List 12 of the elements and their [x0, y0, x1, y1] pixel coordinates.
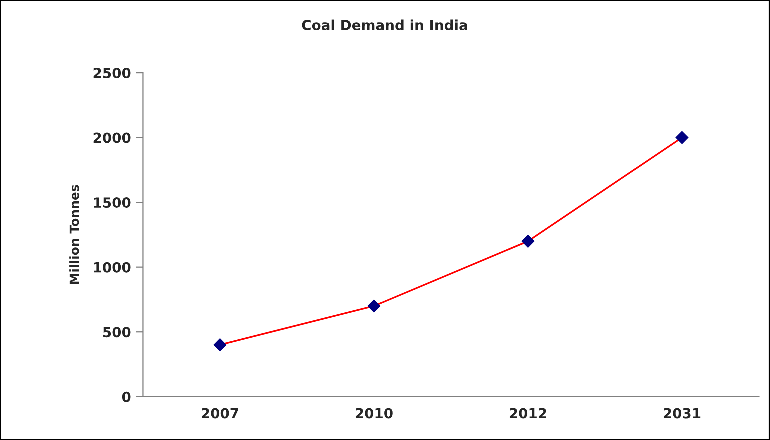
- x-tick-label: 2031: [664, 408, 701, 419]
- y-tick-label: 1500: [94, 198, 131, 208]
- y-tick-label: 0: [122, 392, 131, 402]
- chart-title: Coal Demand in India: [302, 20, 468, 31]
- y-tick-label: 2000: [94, 132, 131, 144]
- x-tick-label: 2007: [202, 408, 238, 419]
- y-tick-label: 2500: [94, 68, 131, 79]
- x-tick-label: 2012: [510, 408, 546, 419]
- y-tick-label: 1000: [94, 262, 131, 273]
- x-tick-label: 2010: [356, 408, 393, 419]
- y-axis-title: Million Tonnes: [70, 185, 80, 284]
- y-tick-label: 500: [103, 327, 131, 338]
